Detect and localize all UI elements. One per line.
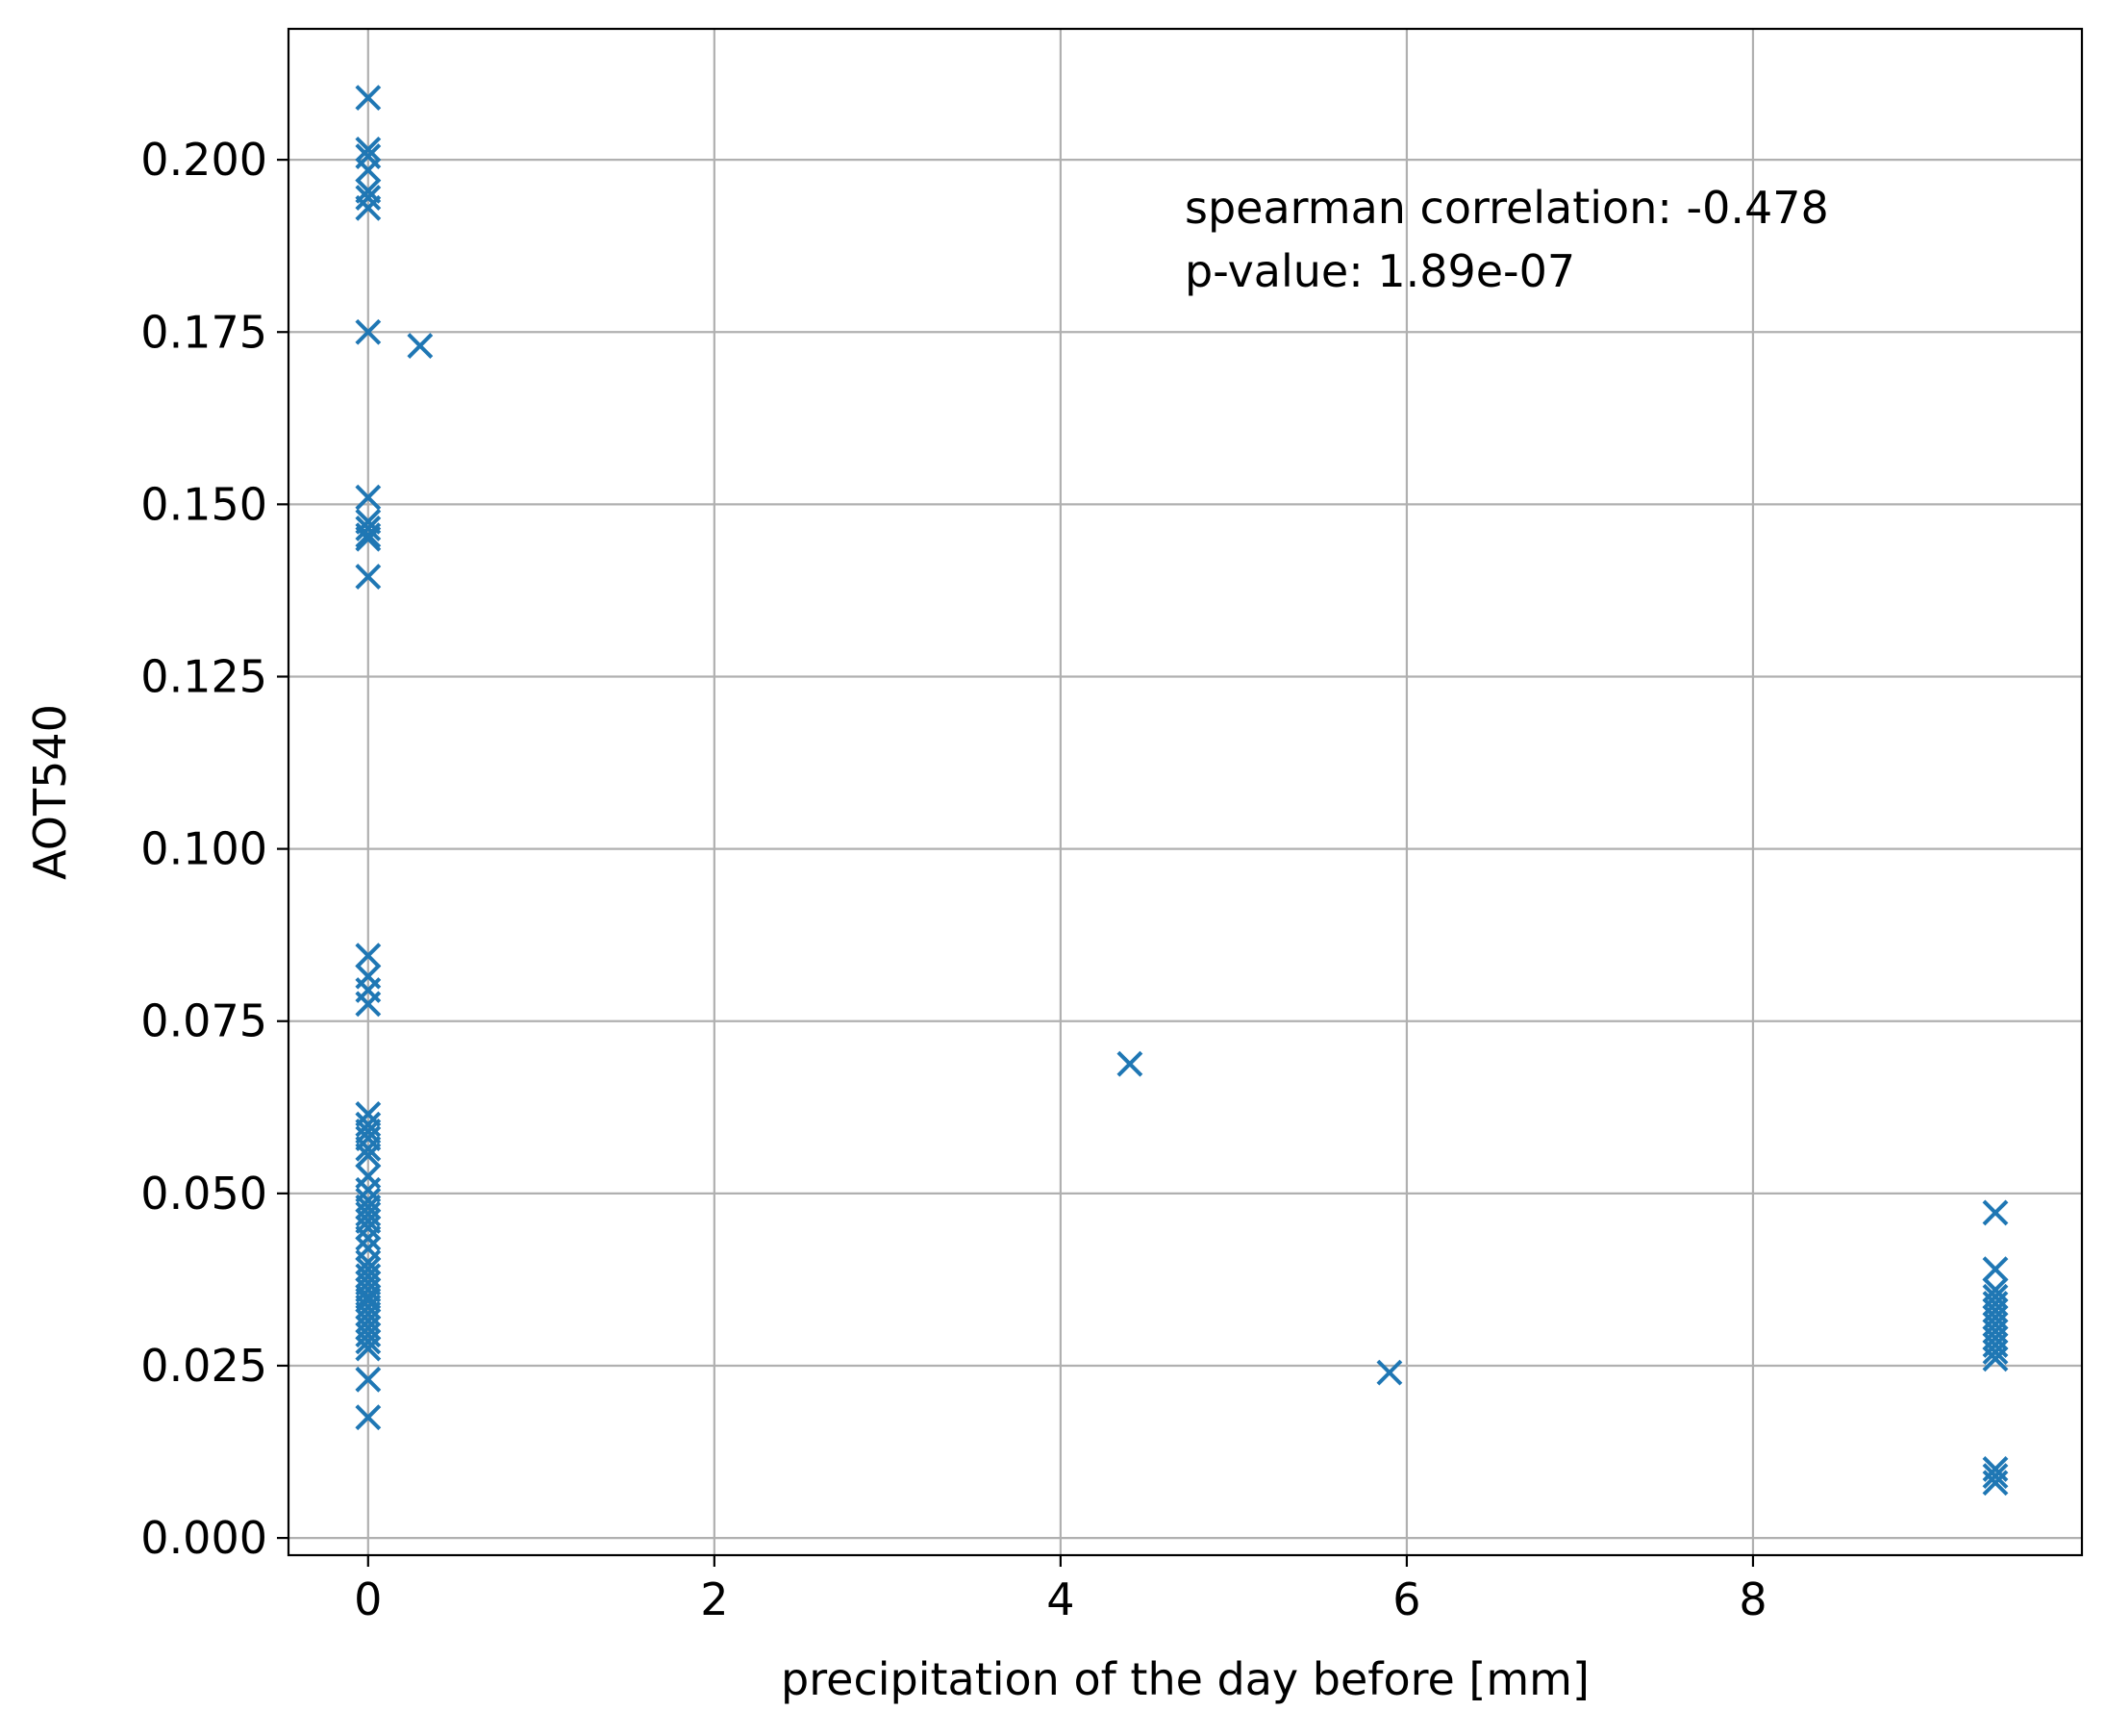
data-point	[355, 484, 382, 511]
y-tick-label: 0.200	[140, 134, 267, 186]
data-point	[355, 525, 382, 552]
y-tick-label: 0.175	[140, 306, 267, 358]
data-point	[1982, 1346, 2009, 1372]
data-point	[1116, 1050, 1143, 1077]
data-point	[355, 522, 382, 549]
data-point	[355, 85, 382, 112]
data-point	[355, 1404, 382, 1431]
y-tick-label: 0.050	[140, 1168, 267, 1220]
grid	[288, 29, 2082, 1555]
data-point	[407, 333, 434, 359]
data-point	[355, 136, 382, 163]
y-tick-label: 0.000	[140, 1512, 267, 1564]
data-point	[355, 1135, 382, 1162]
y-tick-label: 0.025	[140, 1340, 267, 1392]
plot-frame	[287, 27, 2084, 1557]
data-point	[355, 185, 382, 211]
x-axis-label: precipitation of the day before [mm]	[781, 1653, 1590, 1705]
data-point	[1376, 1359, 1403, 1386]
data-point	[1982, 1339, 2009, 1366]
data-point	[355, 1366, 382, 1393]
data-point	[355, 1215, 382, 1242]
data-point	[355, 1225, 382, 1251]
x-tick-label: 4	[1046, 1573, 1074, 1625]
spearman-annotation: spearman correlation: -0.478	[1185, 182, 1829, 234]
x-tick-label: 2	[700, 1573, 728, 1625]
data-point	[355, 564, 382, 591]
data-point	[1982, 1256, 2009, 1283]
data-point	[355, 194, 382, 221]
y-axis-label: AOT540	[24, 704, 76, 880]
data-point	[355, 318, 382, 345]
data-point	[355, 157, 382, 184]
data-point	[355, 1328, 382, 1355]
data-point	[355, 943, 382, 969]
y-tick-label: 0.100	[140, 823, 267, 875]
y-tick-label: 0.125	[140, 650, 267, 702]
data-point	[1982, 1199, 2009, 1226]
data-points	[355, 85, 2009, 1497]
y-tick-label: 0.075	[140, 995, 267, 1047]
x-axis-ticks: 0 2 4 6 8	[354, 1555, 1767, 1625]
p-value-annotation: p-value: 1.89e-07	[1185, 245, 1575, 297]
x-tick-label: 8	[1739, 1573, 1767, 1625]
data-point	[355, 1335, 382, 1362]
y-tick-label: 0.150	[140, 478, 267, 530]
data-point	[355, 516, 382, 541]
data-point	[355, 1143, 382, 1169]
data-point	[355, 991, 382, 1018]
data-point	[1982, 1463, 2009, 1490]
y-axis-ticks: 0.000 0.025 0.050 0.075 0.100 0.125 0.150 0.175…	[140, 134, 288, 1564]
x-tick-label: 6	[1392, 1573, 1420, 1625]
x-tick-label: 0	[354, 1573, 382, 1625]
data-point	[1982, 1470, 2009, 1497]
